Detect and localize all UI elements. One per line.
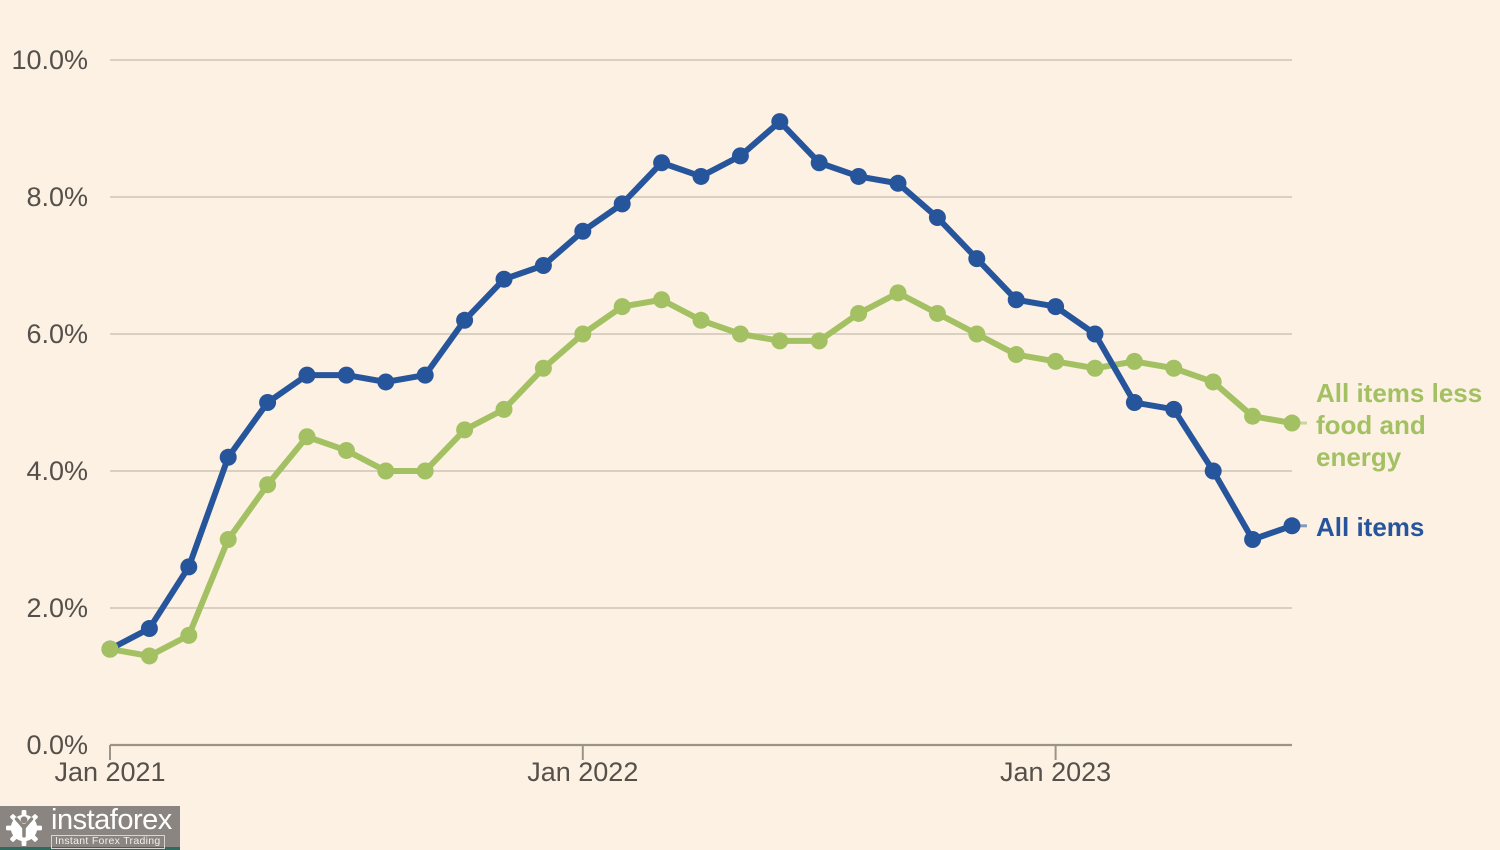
x-axis-label: Jan 2022 [527,757,639,787]
core-cpi-point [692,311,710,329]
legend-all-items: All items [1316,512,1425,542]
all-items-point [1244,531,1262,548]
core-cpi-point [771,332,789,350]
core-cpi-point [298,428,316,446]
core-cpi-point [1204,373,1222,391]
all-items-point [219,448,237,466]
all-items-point [850,167,868,185]
all-items-point [692,167,710,185]
core-cpi-point [928,304,946,322]
all-items-point [337,366,355,384]
all-items-line [107,118,1295,653]
x-axis-label: Jan 2021 [54,757,166,787]
y-axis-label: 4.0% [26,456,88,486]
core-cpi-point [534,359,552,377]
core-cpi-point [259,476,277,494]
all-items-point [968,250,986,268]
core-cpi-point [101,640,119,658]
core-cpi-point [495,400,513,418]
core-cpi-point [180,626,198,644]
all-items-point [653,154,671,172]
all-items-point [1086,325,1104,343]
core-cpi-point [1047,352,1065,370]
all-items-point [1125,394,1143,411]
y-axis-label: 0.0% [26,730,88,760]
core-cpi-point [810,332,828,350]
core-cpi-point [140,647,158,665]
y-axis-label: 10.0% [11,45,88,75]
all-items-point [1047,298,1065,316]
all-items-point [1283,517,1301,535]
watermark-tagline-text: Instant Forex Trading [51,835,165,849]
all-items-point [928,209,946,227]
all-items-point [495,270,513,288]
core-cpi-point [337,441,355,459]
y-axis-label: 6.0% [26,319,88,349]
core-cpi-line [107,289,1295,659]
core-cpi-point [1244,407,1262,425]
all-items-point [1165,400,1183,418]
all-items-point [180,558,198,576]
core-cpi-point [613,298,631,316]
instaforex-gear-icon [6,810,42,846]
all-items-point [416,366,434,384]
core-cpi-point [377,462,395,480]
all-items-point [534,257,552,274]
all-items-point [731,147,749,165]
y-axis-label: 8.0% [26,182,88,212]
all-items-point [1007,291,1025,309]
all-items-point [456,311,474,329]
core-cpi-point [653,291,671,309]
core-cpi-point [1007,346,1025,364]
all-items-point [377,373,395,391]
all-items-point [889,174,907,192]
all-items-point [259,394,277,411]
watermark-brand-text: instaforex [51,804,172,836]
all-items-point [810,154,828,172]
core-cpi-point [731,325,749,343]
core-cpi-point [416,462,434,480]
all-items-point [298,366,316,384]
core-cpi-point [574,325,592,343]
core-cpi-point [850,304,868,322]
core-cpi-point [889,284,907,302]
core-cpi-point [219,531,237,548]
instaforex-watermark: instaforex Instant Forex Trading [0,804,180,850]
all-items-point [771,113,789,131]
legend-all-items-less-food-energy: All items less food and energy [1316,378,1483,472]
all-items-point [140,620,158,638]
core-cpi-point [1283,414,1301,432]
core-cpi-point [1165,359,1183,377]
all-items-point [1204,462,1222,480]
core-cpi-point [1086,359,1104,377]
y-axis-label: 2.0% [26,593,88,623]
core-cpi-point [1125,352,1143,370]
all-items-point [613,195,631,213]
core-cpi-point [968,325,986,343]
all-items-point [574,222,592,240]
core-cpi-point [456,421,474,439]
x-axis-label: Jan 2023 [1000,757,1112,787]
